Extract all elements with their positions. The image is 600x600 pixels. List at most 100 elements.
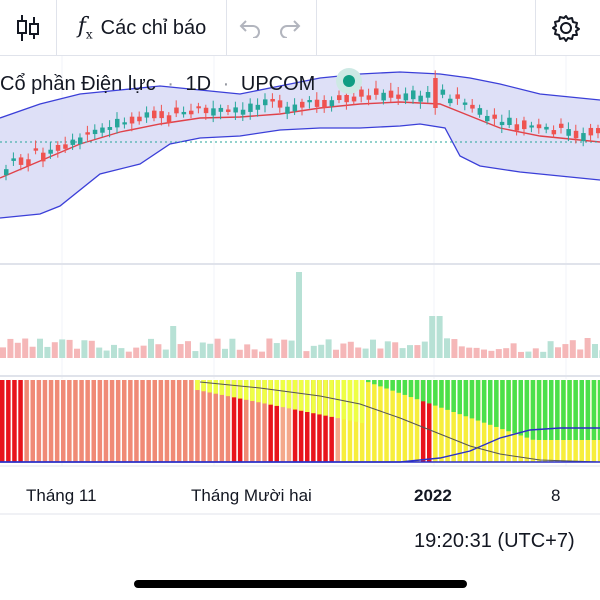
indicator-column-top	[555, 380, 560, 440]
candle	[396, 94, 401, 99]
indicator-column-top	[518, 380, 523, 436]
indicator-column-top	[573, 380, 578, 440]
volume-bar	[74, 348, 80, 358]
indicator-column	[213, 380, 218, 462]
candle	[536, 124, 542, 129]
volume-bar	[318, 344, 325, 358]
indicator-column-top	[274, 380, 279, 406]
indicator-column-top	[549, 380, 554, 440]
candle	[4, 169, 9, 176]
candle	[485, 115, 490, 122]
volume-bar	[281, 339, 288, 358]
indicator-column	[408, 380, 414, 462]
indicator-column	[384, 380, 389, 462]
volume-bar	[29, 346, 36, 358]
candle	[418, 95, 423, 102]
volume-bar	[199, 342, 206, 358]
indicator-column-top	[384, 380, 389, 389]
legend-separator: ·	[167, 73, 174, 95]
candle	[425, 92, 431, 98]
indicator-column	[237, 380, 243, 462]
volume-bar	[421, 341, 428, 358]
symbol-name: Cổ phần Điện lực	[0, 73, 156, 95]
candle	[33, 148, 39, 151]
undo-icon	[239, 20, 260, 38]
candle	[448, 98, 453, 104]
candle	[559, 123, 564, 128]
candle	[322, 99, 327, 108]
indicator-column	[146, 380, 151, 462]
candle	[26, 159, 31, 166]
volume-bar	[118, 348, 125, 358]
time-label: Tháng 11	[26, 486, 97, 505]
candle	[359, 89, 364, 97]
indicators-button[interactable]: fx Các chỉ báo	[62, 0, 222, 56]
symbol-legend[interactable]: Cổ phần Điện lực · 1D · UPCOM	[0, 68, 362, 95]
volume-bar	[466, 347, 473, 358]
chart-type-button[interactable]	[0, 0, 56, 56]
volume-bar	[222, 348, 228, 358]
volume-bar	[577, 349, 584, 358]
indicator-column-top	[231, 380, 237, 398]
candle	[92, 129, 98, 135]
candle	[196, 106, 201, 109]
indicator-column-top	[451, 380, 456, 412]
indicator-column-top	[237, 380, 243, 399]
volume-bar	[384, 341, 391, 358]
candle	[529, 125, 534, 128]
indicator-column	[207, 380, 212, 462]
indicator-column	[6, 380, 11, 462]
volume-bar	[236, 349, 243, 358]
indicator-column	[140, 380, 145, 462]
indicator-column-top	[457, 380, 462, 415]
time-label: 8	[551, 486, 560, 505]
candlestick-icon	[17, 15, 39, 41]
indicator-column	[115, 380, 121, 462]
volume-bar	[370, 339, 376, 358]
indicator-column	[378, 380, 383, 462]
svg-text:Cổ phần Điện lực ·: Cổ phần Điện lực · 1D · UPCOM	[0, 73, 315, 95]
indicator-column-top	[244, 380, 249, 400]
indicator-column	[67, 380, 72, 462]
indicator-column-top	[481, 380, 487, 423]
candle	[270, 98, 275, 102]
indicator-column	[219, 380, 225, 462]
undo-button[interactable]	[230, 0, 270, 56]
indicator-column-top	[250, 380, 255, 402]
indicator-column-top	[225, 380, 231, 397]
candle	[522, 120, 527, 130]
candle	[292, 104, 298, 112]
indicator-column-top	[286, 380, 292, 409]
candle	[137, 116, 142, 122]
indicator-column	[433, 380, 438, 462]
indicator-column	[231, 380, 237, 462]
volume-bar	[44, 346, 51, 358]
candle	[55, 144, 61, 151]
volume-bar	[111, 344, 117, 358]
candle	[78, 137, 83, 145]
indicator-column	[274, 380, 279, 462]
candle	[129, 116, 135, 124]
indicator-column-top	[585, 380, 591, 440]
candle	[411, 90, 416, 100]
volume-bar	[103, 350, 110, 358]
chart-canvas[interactable]: Tháng 11 Tháng Mười hai 2022 8 Cổ phần Đ…	[0, 56, 600, 516]
candle	[440, 89, 446, 95]
redo-button[interactable]	[270, 0, 310, 56]
candle	[107, 127, 113, 130]
candle	[11, 158, 16, 161]
redo-icon	[280, 20, 301, 38]
indicator-column	[225, 380, 231, 462]
indicator-column-top	[262, 380, 267, 404]
indicator-column-top	[469, 380, 475, 419]
volume-bar	[7, 338, 14, 358]
indicator-column	[305, 380, 310, 462]
market-status-icon[interactable]	[343, 75, 355, 87]
indicator-column	[244, 380, 249, 462]
indicator-column	[451, 380, 456, 462]
settings-button[interactable]	[538, 0, 594, 56]
indicator-column	[396, 380, 401, 462]
volume-bar	[155, 344, 162, 358]
candle	[433, 78, 438, 108]
indicator-column	[445, 380, 450, 462]
